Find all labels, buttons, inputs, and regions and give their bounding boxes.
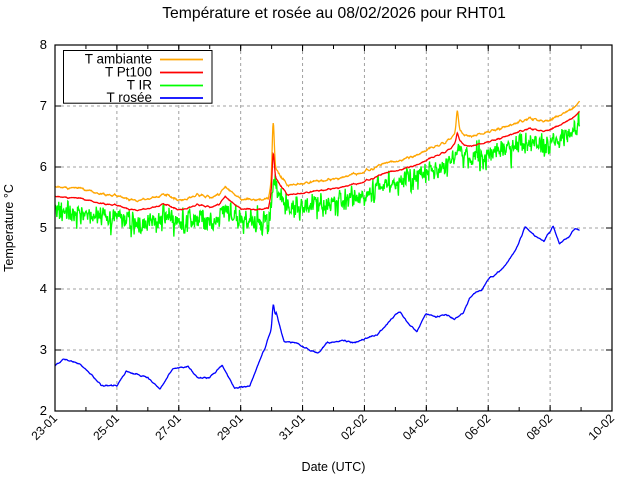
svg-text:Température et rosée au 08/02/: Température et rosée au 08/02/2026 pour … [162, 5, 506, 22]
svg-text:8: 8 [40, 37, 47, 52]
svg-text:5: 5 [40, 220, 47, 235]
svg-text:Temperature °C: Temperature °C [2, 184, 16, 272]
svg-text:4: 4 [40, 281, 47, 296]
svg-text:Date (UTC): Date (UTC) [302, 460, 366, 474]
svg-text:3: 3 [40, 342, 47, 357]
svg-text:6: 6 [40, 159, 47, 174]
svg-text:7: 7 [40, 98, 47, 113]
svg-text:T rosée: T rosée [106, 90, 152, 105]
